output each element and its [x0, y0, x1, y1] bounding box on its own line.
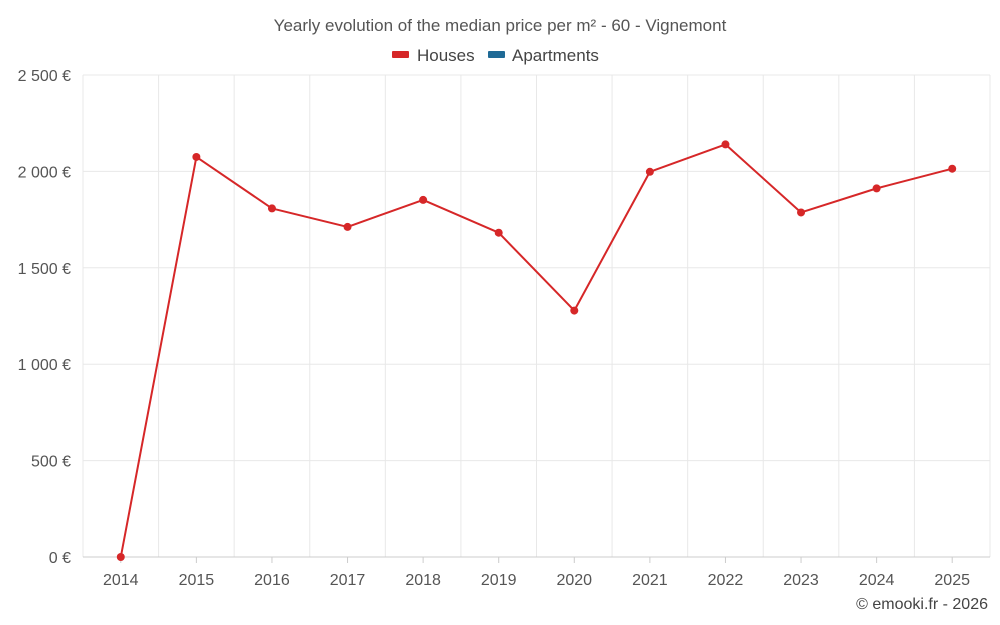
x-tick-label: 2020 — [556, 572, 592, 589]
x-tick-label: 2018 — [405, 572, 441, 589]
data-point-houses-2021[interactable] — [645, 167, 654, 176]
data-point-houses-2024[interactable] — [872, 184, 881, 193]
x-tick-label: 2024 — [859, 572, 895, 589]
x-tick-label: 2017 — [330, 572, 366, 589]
legend-label-houses[interactable]: Houses — [417, 46, 475, 65]
x-tick-label: 2014 — [103, 572, 139, 589]
data-point-houses-2022[interactable] — [721, 140, 730, 149]
data-point-houses-2023[interactable] — [797, 208, 806, 217]
series-lines — [119, 143, 953, 558]
y-gridlines — [83, 74, 990, 558]
data-point-houses-2020[interactable] — [570, 306, 579, 315]
data-point-houses-2017[interactable] — [343, 222, 352, 231]
x-tick-label: 2022 — [708, 572, 744, 589]
y-tick-label: 0 € — [49, 550, 71, 567]
data-point-houses-2025[interactable] — [948, 164, 957, 173]
data-point-houses-2019[interactable] — [494, 228, 503, 237]
y-tick-label: 1 000 € — [18, 357, 71, 374]
legend-swatch-houses — [392, 51, 409, 58]
legend: Houses Apartments — [392, 46, 599, 65]
x-tick-label: 2019 — [481, 572, 517, 589]
y-tick-label: 2 000 € — [18, 164, 71, 181]
credit-text: © emooki.fr - 2026 — [856, 596, 988, 613]
series-line-houses — [119, 143, 953, 558]
x-tick-label: 2021 — [632, 572, 668, 589]
data-point-houses-2014[interactable] — [116, 553, 125, 561]
x-tick-label: 2023 — [783, 572, 819, 589]
x-tick-label: 2015 — [179, 572, 215, 589]
series-points — [116, 140, 957, 561]
data-point-houses-2016[interactable] — [267, 204, 276, 213]
chart-title: Yearly evolution of the median price per… — [274, 16, 727, 35]
y-tick-label: 500 € — [31, 454, 71, 471]
y-axis-ticks: 0 € 500 € 1 000 € 1 500 € 2 000 € 2 500 € — [18, 68, 71, 567]
x-tick-label: 2016 — [254, 572, 290, 589]
y-tick-label: 1 500 € — [18, 261, 71, 278]
x-gridlines — [82, 75, 991, 557]
x-axis-ticks: 2014 2015 2016 2017 2018 2019 2020 2021 2022 2023… — [103, 557, 970, 589]
legend-label-apartments[interactable]: Apartments — [512, 46, 599, 65]
x-tick-label: 2025 — [934, 572, 970, 589]
data-point-houses-2015[interactable] — [192, 152, 201, 161]
data-point-houses-2018[interactable] — [419, 195, 428, 204]
legend-swatch-apartments — [488, 51, 505, 58]
y-tick-label: 2 500 € — [18, 68, 71, 85]
